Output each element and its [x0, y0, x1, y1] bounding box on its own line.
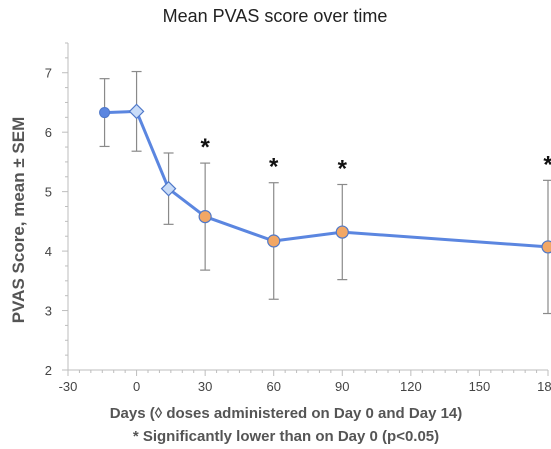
baseline-marker [99, 107, 111, 119]
axes: 2 3 4 5 6 7 -30 0 30 60 90 120 150 180 [45, 42, 551, 394]
x-tick-label: 120 [400, 379, 422, 394]
significance-star: * [269, 154, 279, 181]
y-tick-label: 3 [45, 304, 52, 319]
significance-star: * [543, 151, 551, 178]
series-line-path [104, 109, 549, 249]
significance-stars: * * * * [200, 134, 551, 182]
significance-star: * [338, 156, 348, 183]
x-tick-label: 0 [133, 379, 140, 394]
y-axis-title: PVAS Score, mean ± SEM [9, 117, 28, 323]
y-tick-label: 6 [45, 125, 52, 140]
series-line [104, 109, 549, 249]
x-tick-label: 150 [469, 379, 491, 394]
x-tick-label: -30 [59, 379, 78, 394]
y-tick-label: 5 [45, 185, 52, 200]
diamond-marker [160, 180, 177, 197]
y-tick-label: 2 [45, 363, 52, 378]
point-marker [335, 225, 349, 239]
x-tick-label: 60 [266, 379, 280, 394]
chart-title: Mean PVAS score over time [163, 6, 388, 26]
data-markers [99, 103, 551, 254]
point-marker [267, 234, 281, 248]
y-tick-label: 4 [45, 244, 52, 259]
y-tick-label: 7 [45, 66, 52, 81]
point-marker [198, 210, 212, 224]
point-marker [541, 240, 551, 254]
x-tick-label: 30 [198, 379, 212, 394]
significance-star: * [200, 134, 210, 161]
footnote: * Significantly lower than on Day 0 (p<0… [133, 428, 439, 445]
x-tick-label: 90 [335, 379, 349, 394]
diamond-marker [128, 103, 145, 120]
x-tick-label: 180 [537, 379, 551, 394]
x-axis-title: Days (◊ doses administered on Day 0 and … [110, 405, 463, 422]
